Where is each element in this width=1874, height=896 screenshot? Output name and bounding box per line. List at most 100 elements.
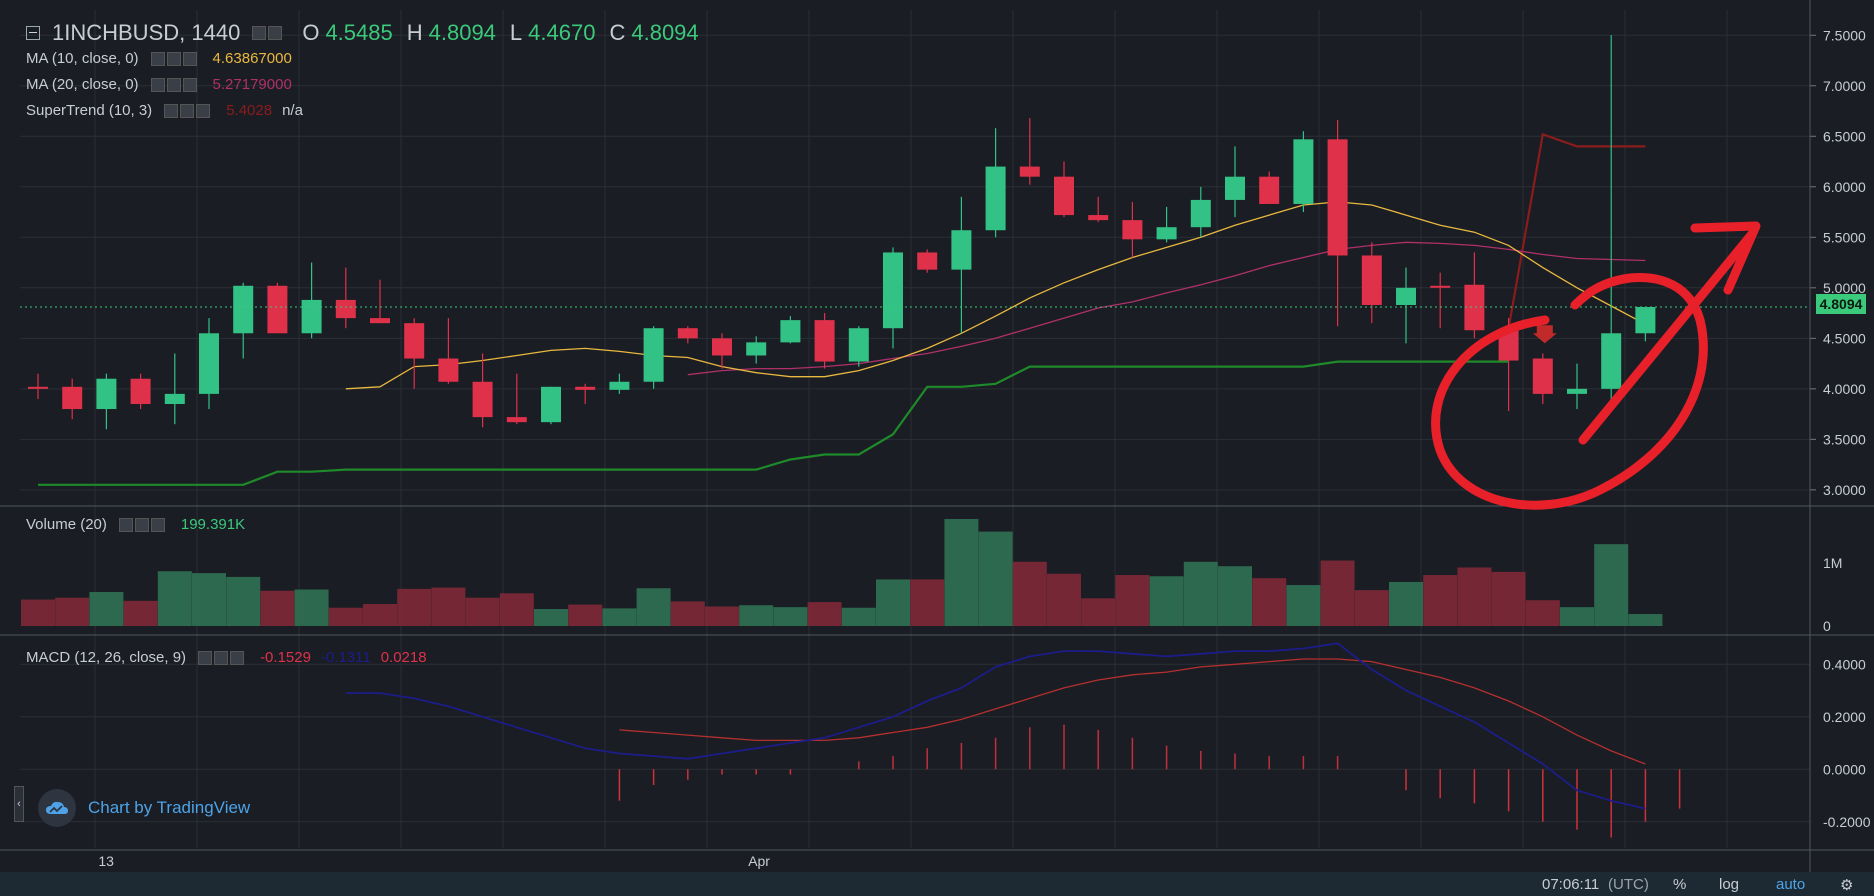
price-tick-label: 5.5000 <box>1823 229 1866 245</box>
supertrend-extra: n/a <box>282 102 303 119</box>
bottom-toolbar: 07:06:11 (UTC) % log auto ⚙ <box>0 872 1874 896</box>
candle-body <box>712 338 732 356</box>
eye-icon[interactable] <box>164 103 179 118</box>
ohlc-low-value: 4.4670 <box>528 20 596 45</box>
candle-body <box>985 166 1006 231</box>
log-toggle[interactable]: log <box>1719 876 1740 893</box>
volume-bar <box>499 593 534 626</box>
macd-legend: MACD (12, 26, close, 9) -0.1529 -0.1311 … <box>26 649 427 666</box>
candle-body <box>506 417 527 423</box>
candle-body <box>1327 139 1348 256</box>
tradingview-branding[interactable]: Chart by TradingView <box>38 789 250 827</box>
gear-icon[interactable] <box>268 26 283 40</box>
candle-body <box>233 285 254 334</box>
clock-timezone[interactable]: (UTC) <box>1608 876 1649 893</box>
volume-bar <box>1560 607 1594 626</box>
eye-icon[interactable] <box>150 77 165 92</box>
collapse-icon[interactable] <box>26 26 40 40</box>
volume-bar <box>226 576 261 626</box>
close-icon[interactable] <box>150 517 165 532</box>
volume-bar <box>602 608 637 626</box>
gear-icon[interactable] <box>214 650 229 665</box>
candle-body <box>883 252 903 329</box>
volume-bar <box>192 573 226 626</box>
volume-bar <box>328 607 363 626</box>
volume-bar <box>876 579 910 626</box>
supertrend-legend: SuperTrend (10, 3) 5.4028 n/a <box>26 102 303 119</box>
close-icon[interactable] <box>182 77 197 92</box>
candle-body <box>575 386 596 390</box>
volume-bar <box>21 599 55 626</box>
eye-icon[interactable] <box>252 26 267 40</box>
ma10-legend: MA (10, close, 0) 4.63867000 <box>26 50 292 67</box>
volume-bar <box>1389 581 1423 626</box>
macd-value: -0.1529 <box>260 649 311 666</box>
gear-icon[interactable] <box>166 51 181 66</box>
macd-label: MACD (12, 26, close, 9) <box>26 649 187 666</box>
macd-hist-value: 0.0218 <box>380 649 427 666</box>
candle-body <box>917 252 938 270</box>
close-icon[interactable] <box>196 103 211 118</box>
candle-body <box>301 299 322 334</box>
eye-icon[interactable] <box>118 517 133 532</box>
annotation-circle <box>1431 273 1708 510</box>
candle-body <box>643 328 664 382</box>
close-icon[interactable] <box>182 51 197 66</box>
volume-bar <box>1252 578 1287 626</box>
percent-toggle[interactable]: % <box>1673 876 1687 893</box>
candle-body <box>96 378 117 410</box>
volume-bar <box>1594 544 1629 626</box>
candle-body <box>780 320 801 343</box>
volume-bar <box>55 597 90 626</box>
gear-icon[interactable]: ⚙ <box>1840 877 1854 894</box>
volume-bar <box>123 600 158 626</box>
volume-bar <box>1115 575 1150 626</box>
chart-background <box>0 0 1874 872</box>
gear-icon[interactable] <box>180 103 195 118</box>
candle-body <box>130 378 151 404</box>
ma10-value: 4.63867000 <box>212 50 292 67</box>
eye-icon[interactable] <box>150 51 165 66</box>
candle-body <box>199 333 219 394</box>
ohlc-open-value: 4.5485 <box>325 20 393 45</box>
volume-bar <box>1354 590 1389 626</box>
volume-bar <box>841 607 876 626</box>
gear-icon[interactable] <box>134 517 149 532</box>
ohlc-high-value: 4.8094 <box>428 20 496 45</box>
volume-bar <box>1218 566 1252 626</box>
gear-icon[interactable] <box>166 77 181 92</box>
candle-body <box>1259 176 1280 204</box>
candle-body <box>814 320 835 362</box>
volume-bar <box>260 590 295 626</box>
volume-bar <box>636 588 671 626</box>
collapse-left-toggle[interactable]: ‹ <box>14 786 24 822</box>
time-tick-label: 13 <box>98 853 114 869</box>
volume-bar <box>807 602 842 626</box>
ohlc-open-label: O <box>302 20 320 45</box>
candle-body <box>1019 166 1040 177</box>
annotation-arrow-head <box>1690 221 1761 295</box>
volume-bar <box>1012 561 1047 626</box>
candle-body <box>951 230 972 270</box>
cloud-icon <box>38 789 76 827</box>
price-tick-label: 3.5000 <box>1823 431 1866 447</box>
supertrend-down-line <box>1507 132 1646 329</box>
candle-body <box>62 386 83 410</box>
close-icon[interactable] <box>230 650 245 665</box>
volume-bar <box>1081 598 1116 626</box>
ohlc-low-label: L <box>509 20 523 45</box>
candle-body <box>677 328 698 339</box>
auto-toggle[interactable]: auto <box>1776 876 1806 893</box>
price-tick-label: 7.0000 <box>1823 78 1866 94</box>
ma20-line <box>687 241 1646 376</box>
time-tick-label: Apr <box>748 853 770 869</box>
candle-body <box>1190 199 1211 228</box>
volume-label: Volume (20) <box>26 516 107 533</box>
eye-icon[interactable] <box>198 650 213 665</box>
candle-body <box>1122 220 1143 240</box>
ohlc-high-label: H <box>406 20 423 45</box>
volume-bar <box>89 592 124 626</box>
candle-body <box>335 299 356 319</box>
volume-tick-label: 0 <box>1823 618 1831 634</box>
